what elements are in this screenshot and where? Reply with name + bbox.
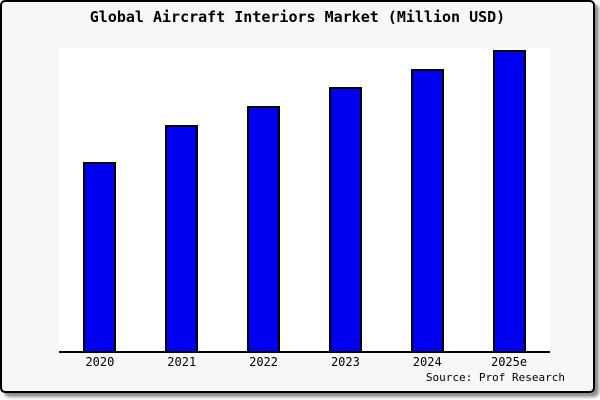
x-tick-label-2025e: 2025e	[490, 355, 528, 369]
bar-2020	[83, 162, 117, 351]
source-note: Source: Prof Research	[425, 371, 565, 384]
bar-slot	[59, 48, 141, 351]
x-tick-label-2020: 2020	[85, 355, 115, 369]
bar-2022	[247, 106, 281, 351]
plot-area	[59, 48, 550, 353]
bar-2025e	[492, 50, 526, 351]
x-tick-label-2021: 2021	[167, 355, 197, 369]
figure-frame: Global Aircraft Interiors Market (Millio…	[0, 0, 595, 393]
bar-slot	[141, 48, 223, 351]
x-axis-labels: 2020 2021 2022 2023 2024 2025e	[59, 355, 550, 369]
bar-2023	[328, 87, 362, 351]
bar-slot	[223, 48, 305, 351]
bar-2021	[165, 125, 199, 351]
x-tick-label-2023: 2023	[330, 355, 360, 369]
bar-slot	[386, 48, 468, 351]
bar-slot	[468, 48, 550, 351]
bar-slot	[304, 48, 386, 351]
x-tick-label-2024: 2024	[412, 355, 442, 369]
bar-2024	[410, 69, 444, 351]
bars-row	[59, 48, 550, 351]
chart-title: Global Aircraft Interiors Market (Millio…	[89, 8, 506, 26]
x-tick-label-2022: 2022	[249, 355, 279, 369]
